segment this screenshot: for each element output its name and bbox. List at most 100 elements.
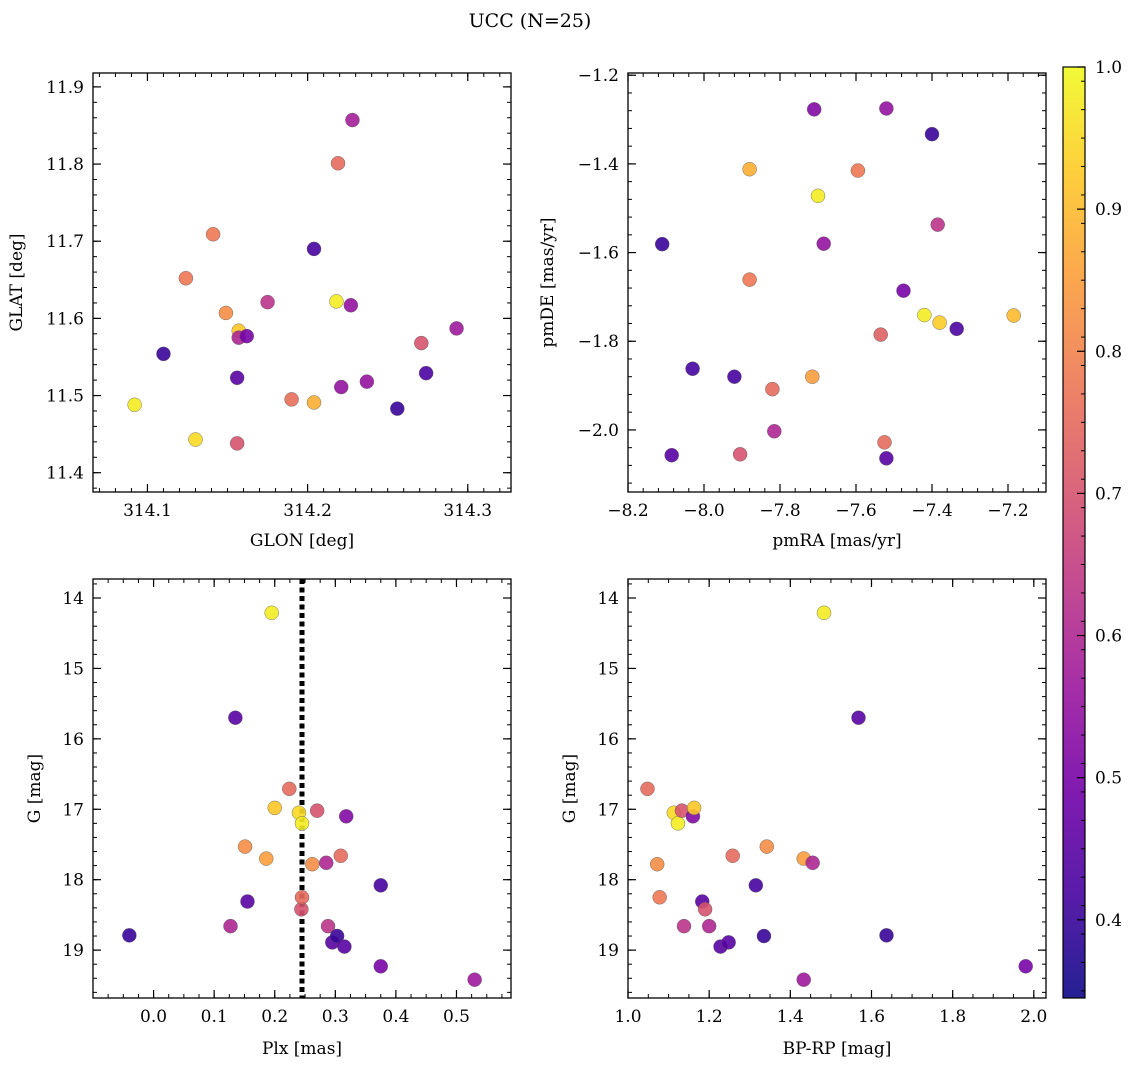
data-point: [306, 241, 322, 257]
x-tick-label: −7.8: [759, 501, 800, 521]
data-point: [759, 839, 774, 854]
x-axis-label: BP-RP [mag]: [783, 1039, 892, 1059]
x-tick-label: 1.8: [939, 1007, 966, 1027]
data-point: [765, 381, 780, 397]
data-point: [873, 327, 888, 342]
data-point: [725, 848, 740, 863]
y-tick-label: −1.2: [578, 66, 619, 86]
data-point: [237, 839, 253, 854]
y-tick-label: 15: [597, 659, 619, 679]
y-tick-label: 11.6: [46, 309, 84, 329]
scatter-points: [127, 112, 464, 451]
data-point: [664, 447, 679, 463]
y-tick-label: −1.6: [578, 244, 619, 264]
data-point: [229, 370, 245, 385]
data-point: [670, 816, 686, 831]
x-tick-label: 0.4: [382, 1007, 409, 1027]
figure-title: UCC (N=25): [469, 10, 592, 32]
data-point: [188, 432, 203, 447]
scatter-points: [122, 605, 482, 987]
y-tick-label: −1.8: [578, 332, 619, 352]
data-point: [467, 972, 482, 987]
y-tick-label: 18: [597, 871, 619, 891]
data-point: [127, 397, 142, 413]
data-point: [294, 890, 310, 905]
data-point: [122, 928, 137, 943]
data-point: [329, 294, 344, 309]
y-tick-label: 18: [62, 871, 84, 891]
data-point: [1018, 959, 1033, 974]
data-point: [449, 321, 464, 336]
data-point: [333, 848, 348, 863]
colorbar-tick-label: 0.7: [1095, 484, 1122, 504]
data-point: [810, 188, 826, 204]
y-tick-label: 14: [62, 589, 84, 609]
data-point: [259, 851, 274, 866]
x-tick-label: 2.0: [1020, 1007, 1047, 1027]
data-point: [309, 803, 325, 818]
data-point: [850, 163, 866, 178]
data-point: [178, 271, 194, 286]
x-tick-label: 0.2: [261, 1007, 288, 1027]
data-point: [742, 162, 757, 177]
x-tick-label: 314.3: [443, 501, 492, 521]
data-point: [329, 928, 345, 944]
data-point: [930, 217, 945, 232]
data-point: [727, 369, 742, 384]
data-point: [721, 935, 736, 950]
data-point: [932, 315, 947, 330]
data-point: [879, 101, 894, 116]
data-point: [650, 857, 665, 872]
data-point: [305, 857, 320, 872]
panel-glon-glat: 314.1 314.2 314.3 11.4 11.5 11.6 11.7 11.8 11.9 G…: [7, 72, 512, 551]
data-point: [390, 401, 405, 416]
panel-pm: −8.2 −8.0 −7.8 −7.6 −7.4 −7.2 −2.0 −1.8 −1.6 −1.4…: [538, 66, 1047, 551]
x-axis-label: pmRA [mas/yr]: [772, 531, 901, 551]
y-tick-label: 17: [597, 800, 619, 820]
axes-frame: [92, 72, 512, 493]
data-point: [239, 328, 254, 344]
y-axis-label: pmDE [mas/yr]: [538, 217, 558, 347]
data-point: [949, 321, 964, 337]
data-point: [640, 781, 655, 797]
data-point: [756, 928, 772, 944]
panel-cmd: 1.0 1.2 1.4 1.6 1.8 2.0 14 15 16 17 18 19 BP-RP [mag…: [560, 578, 1047, 1059]
data-point: [218, 305, 234, 321]
x-tick-label: −7.6: [835, 501, 876, 521]
data-point: [337, 939, 352, 954]
data-point: [345, 112, 360, 128]
y-tick-label: 16: [597, 730, 619, 750]
data-point: [319, 855, 334, 870]
minor-ticks: [627, 73, 1046, 492]
x-tick-label: 314.1: [123, 501, 172, 521]
data-point: [742, 272, 757, 287]
x-tick-label: 1.0: [614, 1007, 641, 1027]
data-point: [373, 959, 388, 974]
data-point: [306, 395, 322, 410]
colorbar-tick-label: 0.8: [1095, 342, 1122, 362]
data-point: [796, 972, 811, 987]
y-tick-label: 16: [62, 730, 84, 750]
data-point: [330, 156, 346, 171]
colorbar-tick-label: 0.6: [1095, 627, 1122, 647]
data-point: [229, 436, 245, 451]
y-axis-label: GLAT [deg]: [7, 233, 27, 331]
panels: 314.1 314.2 314.3 11.4 11.5 11.6 11.7 11.8 11.9 G…: [7, 66, 1047, 1059]
data-point: [205, 227, 221, 242]
data-point: [924, 126, 940, 142]
data-point: [697, 902, 713, 917]
y-tick-label: −2.0: [578, 421, 619, 441]
data-point: [414, 335, 429, 351]
data-point: [260, 294, 275, 310]
colorbar-tick-label: 1.0: [1095, 58, 1122, 78]
data-point: [805, 369, 820, 384]
data-point: [320, 918, 336, 934]
x-tick-label: −7.2: [987, 501, 1028, 521]
data-point: [805, 855, 820, 870]
data-point: [655, 236, 670, 252]
x-axis-label: Plx [mas]: [262, 1039, 342, 1059]
x-tick-label: −7.4: [911, 501, 952, 521]
scatter-points: [640, 605, 1033, 987]
data-point: [816, 236, 831, 251]
